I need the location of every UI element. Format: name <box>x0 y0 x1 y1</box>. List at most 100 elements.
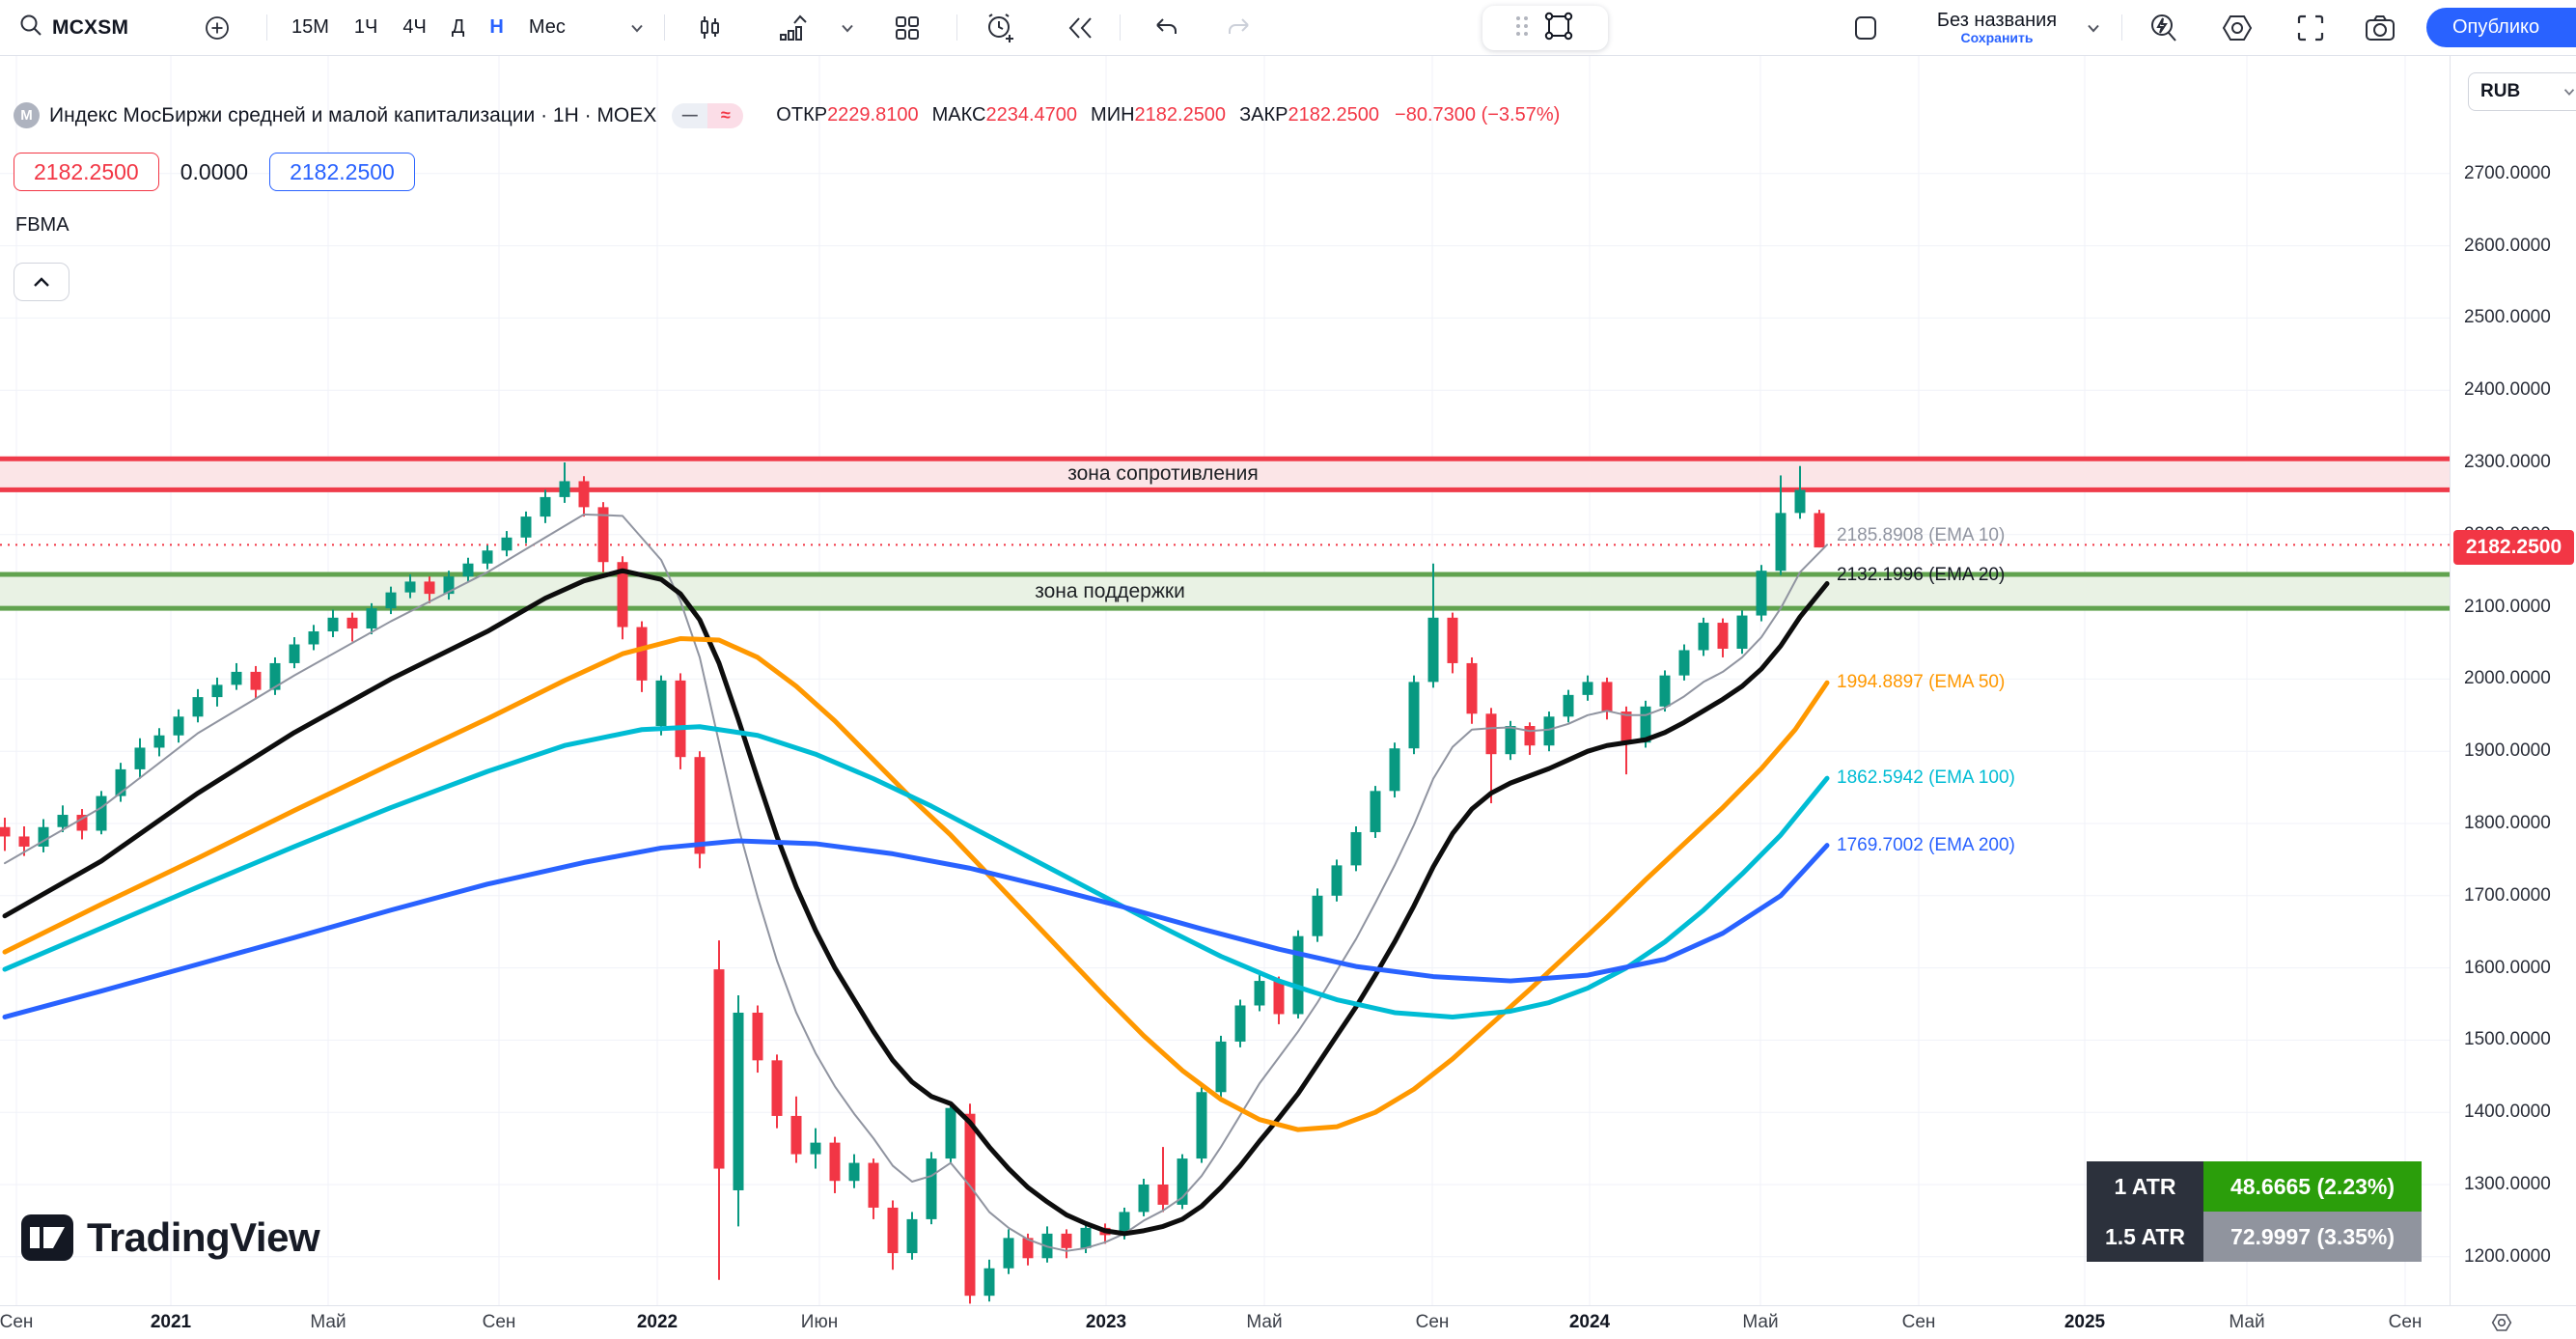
price-tick-label: 1400.0000 <box>2464 1102 2551 1123</box>
candle-body <box>1775 513 1787 572</box>
candle-body <box>1427 617 1439 683</box>
candle-body <box>713 969 725 1169</box>
hide-indicator-pill[interactable]: — <box>672 102 708 128</box>
limit-price-box[interactable]: 2182.2500 <box>269 153 415 191</box>
candle-body <box>926 1158 937 1219</box>
chevron-up-icon <box>34 277 49 287</box>
candle-body <box>1408 682 1420 749</box>
candlestick-style-icon[interactable] <box>689 0 730 55</box>
snapshot-camera-icon[interactable] <box>2355 0 2405 55</box>
time-tick-label: Май <box>2229 1312 2265 1332</box>
change-value: −80.7300 (−3.57%) <box>1395 104 1561 126</box>
chart-style-chevron-down-icon[interactable] <box>836 0 859 55</box>
candle-body <box>250 671 262 690</box>
candle-body <box>655 680 667 727</box>
price-tick-label: 2700.0000 <box>2464 162 2551 183</box>
time-tick-label: Май <box>310 1312 346 1332</box>
open-label: ОТКР <box>776 104 828 126</box>
timeframe-1Ч[interactable]: 1Ч <box>348 16 383 39</box>
layout-chevron-down-icon[interactable] <box>2081 0 2106 55</box>
ohlc-readout: ОТКР 2229.8100 МАКС 2234.4700 МИН 2182.2… <box>776 104 1560 126</box>
time-axis[interactable]: Сен 2021 Май Сен 2022 Июн 2023 Май Сен 2024 Май Сен… <box>0 1305 2576 1337</box>
atr-row-value: 72.9997 (3.35%) <box>2203 1212 2422 1262</box>
candle-body <box>733 1012 744 1190</box>
candle-body <box>559 481 570 497</box>
alert-clock-icon[interactable] <box>977 0 1023 55</box>
publish-button[interactable]: Опублико <box>2426 8 2576 47</box>
resistance-zone-label: зона сопротивления <box>1067 462 1259 486</box>
drag-handle-dots-icon[interactable] <box>1515 14 1529 42</box>
redo-icon[interactable] <box>1218 0 1260 55</box>
timeframe-chevron-down-icon[interactable] <box>625 0 649 55</box>
settings-gear-icon[interactable] <box>2212 0 2262 55</box>
candle-body <box>1505 726 1516 755</box>
candle-body <box>1022 1238 1034 1259</box>
candle-body <box>1717 623 1729 649</box>
timeframe-Д[interactable]: Д <box>446 16 471 39</box>
candle-body <box>1582 682 1593 695</box>
bar-replay-icon[interactable] <box>1060 0 1102 55</box>
time-tick-label: Июн <box>800 1312 839 1332</box>
candle-body <box>771 1060 783 1116</box>
quick-search-flash-icon[interactable] <box>2139 0 2189 55</box>
candle-body <box>482 550 493 564</box>
price-tick-label: 1600.0000 <box>2464 957 2551 978</box>
timeframe-Мес[interactable]: Мес <box>523 16 571 39</box>
candle-body <box>1640 706 1651 743</box>
candle-body <box>1524 726 1536 746</box>
rectangle-draw-tool-icon[interactable] <box>1542 10 1575 47</box>
price-tick-label: 2100.0000 <box>2464 596 2551 617</box>
candle-body <box>1273 981 1285 1015</box>
symbol-legend[interactable]: M Индекс МосБиржи средней и малой капита… <box>14 102 1560 128</box>
fullscreen-icon[interactable] <box>2287 0 2334 55</box>
candle-body <box>1814 513 1825 548</box>
price-tick-label: 1500.0000 <box>2464 1029 2551 1050</box>
support-zone-label: зона поддержки <box>1035 579 1185 602</box>
stop-price-box[interactable]: 2182.2500 <box>14 153 159 191</box>
candle-body <box>1794 489 1806 514</box>
time-tick-label: Сен <box>0 1312 34 1332</box>
low-value: 2182.2500 <box>1134 104 1227 126</box>
candle-body <box>887 1207 899 1254</box>
candle-body <box>540 496 551 517</box>
save-layout-square-icon[interactable] <box>1846 0 1885 55</box>
axis-settings-gear-icon[interactable] <box>2490 1311 2513 1339</box>
tradingview-logo[interactable]: TradingView <box>21 1214 320 1261</box>
symbol-title[interactable]: Индекс МосБиржи средней и малой капитали… <box>49 103 657 126</box>
timeframe-4Ч[interactable]: 4Ч <box>397 16 431 39</box>
candle-body <box>192 697 204 717</box>
undo-icon[interactable] <box>1145 0 1187 55</box>
candle-body <box>269 662 281 690</box>
floating-drawing-toolbar[interactable] <box>1482 6 1608 50</box>
toolbar-divider <box>2121 14 2122 41</box>
candle-body <box>752 1012 763 1061</box>
support-zone <box>0 573 2450 609</box>
candle-body <box>1601 682 1613 712</box>
collapse-indicator-button[interactable] <box>14 263 69 301</box>
candle-body <box>868 1162 879 1208</box>
candle-body <box>1254 981 1265 1006</box>
time-tick-label: Сен <box>482 1312 516 1332</box>
timeframe-Н[interactable]: Н <box>484 16 509 39</box>
ema-50-value-label: 1994.8897 (EMA 50) <box>1837 672 2006 693</box>
indicator-name-label[interactable]: FBMA <box>15 214 69 236</box>
chart-indicators-icon[interactable] <box>772 0 815 55</box>
layout-title[interactable]: Без названия <box>1936 9 2058 31</box>
chevron-down-icon <box>2563 89 2575 96</box>
timeframe-15М[interactable]: 15М <box>286 16 335 39</box>
search-icon <box>17 12 44 43</box>
layout-grid-icon[interactable] <box>886 0 928 55</box>
compare-add-symbol-button[interactable] <box>198 0 236 55</box>
layout-title-block[interactable]: Без названия Сохранить <box>1916 0 2078 55</box>
candle-body <box>964 1113 976 1297</box>
approx-price-pill[interactable]: ≈ <box>707 102 744 128</box>
currency-selector[interactable]: RUB <box>2468 72 2576 111</box>
candle-body <box>18 836 30 847</box>
open-value: 2229.8100 <box>827 104 919 126</box>
price-axis[interactable]: RUB 2182.2500 2700.0000 2600.0000 2500.000… <box>2450 55 2576 1305</box>
candle-body <box>1312 895 1323 936</box>
ema-100-value-label: 1862.5942 (EMA 100) <box>1837 767 2015 789</box>
save-link[interactable]: Сохранить <box>1960 29 2034 45</box>
symbol-search-button[interactable]: MCXSM <box>17 0 128 55</box>
